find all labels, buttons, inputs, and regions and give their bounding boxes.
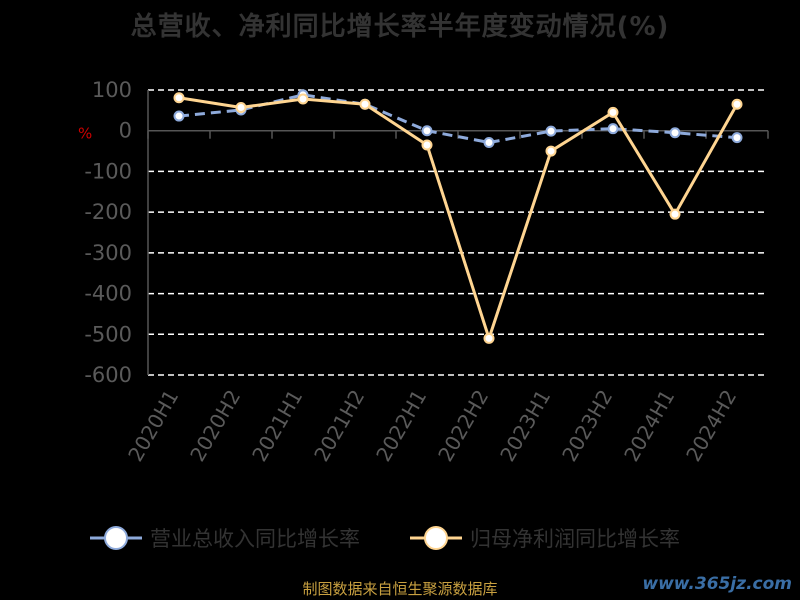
legend-item-revenue[interactable]: 营业总收入同比增长率 [90, 520, 360, 556]
y-tick-label: 0 [119, 119, 132, 143]
y-tick-label: -400 [84, 282, 132, 306]
series-1-point[interactable] [173, 92, 185, 104]
legend-marker-revenue [90, 526, 142, 550]
series-0-point[interactable] [173, 110, 185, 122]
x-tick-label: 2022H2 [433, 386, 493, 466]
series-1-point[interactable] [235, 102, 247, 114]
series-line-1 [178, 96, 739, 340]
series-0-point[interactable] [731, 132, 743, 144]
x-tick-label: 2023H2 [557, 386, 617, 466]
chart-title: 总营收、净利同比增长率半年度变动情况(%) [130, 12, 670, 42]
x-tick-label: 2024H2 [681, 386, 741, 466]
y-tick-label: -100 [84, 159, 132, 183]
x-tick-label: 2024H1 [619, 386, 679, 466]
y-tick-label: -500 [84, 322, 132, 346]
series-0-point[interactable] [421, 125, 433, 137]
watermark: www.365jz.com [642, 574, 792, 594]
series-points [173, 89, 743, 344]
legend-label-profit: 归母净利润同比增长率 [470, 527, 680, 551]
series-1-point[interactable] [421, 139, 433, 151]
series-1-point[interactable] [297, 93, 309, 105]
series-lines [178, 93, 739, 340]
source-note: 制图数据来自恒生聚源数据库 [302, 580, 498, 598]
legend-marker-profit [410, 526, 462, 550]
legend-item-profit[interactable]: 归母净利润同比增长率 [410, 520, 680, 556]
series-1-point[interactable] [545, 145, 557, 157]
x-tick-label: 2021H1 [247, 386, 307, 466]
series-1-point[interactable] [483, 332, 495, 344]
series-0-point[interactable] [483, 137, 495, 149]
x-tick-label: 2021H2 [309, 386, 369, 466]
x-tick-label: 2023H1 [495, 386, 555, 466]
legend-label-revenue: 营业总收入同比增长率 [150, 527, 360, 551]
series-1-point[interactable] [607, 106, 619, 118]
y-tick-labels: 100 0 -100 -200 -300 -400 -500 -600 [84, 78, 132, 387]
y-tick-label: 100 [92, 78, 132, 102]
grid-lines [148, 89, 768, 376]
series-0-point[interactable] [669, 127, 681, 139]
x-tick-label: 2020H1 [123, 386, 183, 466]
series-1-point[interactable] [669, 208, 681, 220]
y-tick-label: -300 [84, 241, 132, 265]
y-unit-label: % [78, 125, 92, 143]
y-tick-label: -200 [84, 200, 132, 224]
x-tick-label: 2022H1 [371, 386, 431, 466]
series-1-point[interactable] [731, 98, 743, 110]
y-tick-label: -600 [84, 363, 132, 387]
series-1-point[interactable] [359, 98, 371, 110]
x-tick-labels: 2020H1 2020H2 2021H1 2021H2 2022H1 2022H2 2023… [123, 386, 741, 466]
series-0-point[interactable] [545, 125, 557, 137]
series-0-point[interactable] [607, 123, 619, 135]
x-tick-label: 2020H2 [185, 386, 245, 466]
legend: 营业总收入同比增长率 归母净利润同比增长率 [0, 520, 800, 556]
